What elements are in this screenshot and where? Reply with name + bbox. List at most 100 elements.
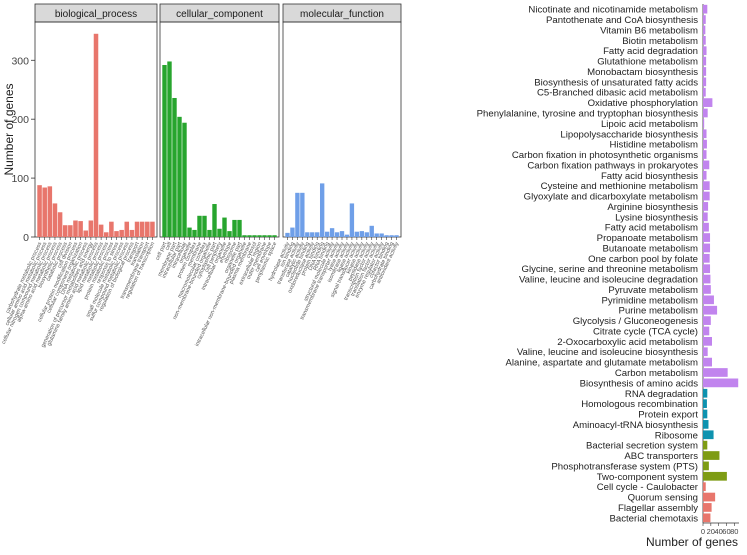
- bar: [242, 235, 247, 237]
- bar: [329, 228, 335, 237]
- category-label: Propanoate metabolism: [597, 233, 698, 244]
- bar: [88, 220, 94, 237]
- bar: [192, 229, 197, 237]
- bar: [394, 235, 399, 237]
- bar: [703, 67, 707, 76]
- bar: [384, 235, 389, 237]
- bar: [703, 233, 711, 242]
- bar: [295, 192, 300, 237]
- bar: [703, 202, 709, 211]
- bar: [119, 229, 124, 237]
- category-label: Aminoacyl-tRNA biosynthesis: [573, 420, 699, 431]
- bar: [52, 203, 58, 237]
- facet-title: molecular_function: [300, 9, 384, 20]
- bar: [703, 4, 708, 14]
- x-axis-title: Number of genes: [646, 535, 738, 549]
- category-label: Glutathione metabolism: [597, 57, 698, 68]
- bar: [703, 357, 712, 367]
- bar: [349, 203, 355, 237]
- category-label: One carbon pool by folate: [588, 254, 698, 265]
- bar: [703, 503, 712, 512]
- category-label: Lipoic acid metabolism: [601, 119, 698, 130]
- bar: [247, 235, 252, 237]
- bar: [369, 225, 374, 237]
- bar: [374, 233, 379, 237]
- bar: [197, 215, 202, 237]
- bar: [285, 232, 290, 237]
- bar: [83, 230, 89, 237]
- facet-title: biological_process: [55, 9, 137, 20]
- category-label: Citrate cycle (TCA cycle): [593, 326, 698, 337]
- bar: [703, 513, 711, 523]
- category-label: Phosphotransferase system (PTS): [551, 461, 698, 472]
- bar: [272, 235, 277, 237]
- bar: [703, 150, 707, 159]
- category-label: Fatty acid degradation: [603, 46, 698, 57]
- category-label: Bacterial chemotaxis: [609, 513, 698, 524]
- bar: [217, 228, 222, 237]
- category-label: 2-Oxocarboxylic acid metabolism: [557, 337, 698, 348]
- go-faceted-bar-chart: Number of genes 0 100 200 300 biological_proc…: [1, 3, 402, 349]
- y-axis-title: Number of genes: [2, 83, 16, 175]
- bar: [703, 274, 711, 284]
- bar: [172, 97, 177, 237]
- bar: [703, 170, 707, 180]
- category-label: Ribosome: [655, 430, 698, 441]
- bar: [300, 192, 305, 237]
- bar: [103, 232, 109, 237]
- bar: [703, 222, 709, 232]
- bar: [364, 232, 369, 237]
- bar: [305, 232, 310, 237]
- category-label: Phenylalanine, tyrosine and tryptophan b…: [477, 108, 699, 119]
- category-label: Valine, leucine and isoleucine biosynthe…: [517, 347, 698, 358]
- bar: [78, 221, 83, 237]
- bar: [703, 347, 708, 357]
- bar: [703, 77, 707, 87]
- bar: [703, 243, 711, 253]
- bar: [703, 56, 707, 66]
- bar: [232, 219, 237, 237]
- bar: [145, 221, 150, 237]
- x-tick-label: 0: [701, 527, 705, 536]
- bar: [257, 235, 262, 237]
- bar: [703, 471, 727, 481]
- category-label: Glycolysis / Gluconeogenesis: [573, 316, 699, 327]
- category-label: Pantothenate and CoA biosynthesis: [546, 15, 698, 26]
- category-label: Pyrimidine metabolism: [602, 295, 699, 306]
- category-label: Butanoate metabolism: [603, 243, 698, 254]
- bar: [42, 187, 47, 237]
- bar: [310, 232, 315, 237]
- category-label: Protein export: [638, 410, 698, 421]
- category-label: Biosynthesis of unsaturated fatty acids: [534, 77, 698, 88]
- bar: [187, 227, 192, 237]
- category-label: Fatty acid biosynthesis: [601, 171, 698, 182]
- category-label: Cell cycle - Caulobacter: [597, 482, 699, 493]
- category-label: C5-Branched dibasic acid metabolism: [537, 88, 698, 99]
- bar: [703, 129, 707, 139]
- bar: [150, 221, 155, 237]
- bar: [703, 440, 708, 450]
- y-tick-label: 300: [11, 55, 29, 67]
- bar: [334, 232, 340, 237]
- x-tick-label: 60: [722, 527, 730, 536]
- category-label: Nicotinate and nicotinamide metabolism: [528, 5, 698, 16]
- category-label: Pyruvate metabolism: [608, 285, 698, 296]
- bar: [207, 229, 212, 237]
- bar: [703, 378, 739, 388]
- bar: [37, 185, 42, 237]
- category-label: ABC transporters: [624, 451, 698, 462]
- bar: [703, 191, 710, 201]
- category-label: Flagellar assembly: [618, 503, 698, 514]
- bar: [93, 33, 99, 237]
- bar: [379, 233, 384, 237]
- bar: [62, 225, 68, 237]
- bar: [177, 116, 182, 237]
- bar: [703, 295, 714, 305]
- category-label: Carbon fixation in photosynthetic organi…: [512, 150, 698, 161]
- bar: [252, 235, 257, 237]
- category-label: Carbon fixation pathways in prokaryotes: [527, 160, 698, 171]
- bar: [202, 215, 207, 237]
- bar: [703, 181, 710, 191]
- bar: [324, 231, 330, 237]
